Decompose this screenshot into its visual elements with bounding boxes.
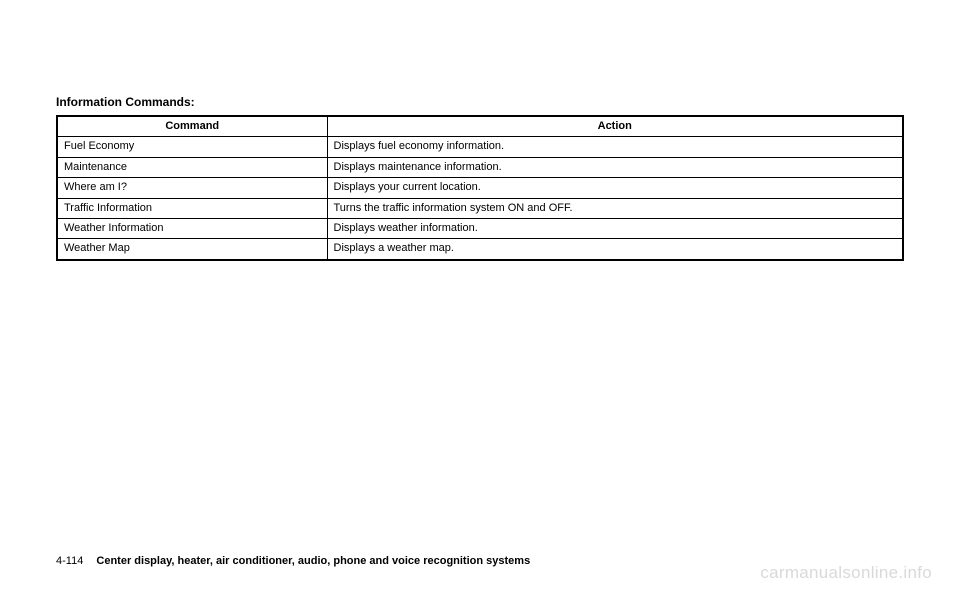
table-row: Weather Information Displays weather inf… (57, 218, 903, 238)
table-header-action: Action (327, 116, 903, 137)
table-cell-command: Weather Map (57, 239, 327, 260)
table-cell-command: Maintenance (57, 157, 327, 177)
table-cell-action: Displays fuel economy information. (327, 137, 903, 157)
page-footer: 4-114 Center display, heater, air condit… (56, 555, 530, 567)
table-row: Weather Map Displays a weather map. (57, 239, 903, 260)
table-header-command: Command (57, 116, 327, 137)
table-cell-action: Displays maintenance information. (327, 157, 903, 177)
table-cell-command: Fuel Economy (57, 137, 327, 157)
table-cell-command: Traffic Information (57, 198, 327, 218)
table-header-row: Command Action (57, 116, 903, 137)
table-cell-action: Displays your current location. (327, 178, 903, 198)
table-row: Traffic Information Turns the traffic in… (57, 198, 903, 218)
section-title: Information Commands: (56, 95, 904, 109)
table-row: Maintenance Displays maintenance informa… (57, 157, 903, 177)
table-cell-command: Weather Information (57, 218, 327, 238)
chapter-title: Center display, heater, air conditioner,… (96, 555, 530, 567)
table-cell-command: Where am I? (57, 178, 327, 198)
table-cell-action: Displays weather information. (327, 218, 903, 238)
table-cell-action: Turns the traffic information system ON … (327, 198, 903, 218)
page-number: 4-114 (56, 555, 83, 567)
watermark: carmanualsonline.info (760, 563, 932, 583)
commands-table: Command Action Fuel Economy Displays fue… (56, 115, 904, 261)
table-cell-action: Displays a weather map. (327, 239, 903, 260)
table-row: Fuel Economy Displays fuel economy infor… (57, 137, 903, 157)
table-row: Where am I? Displays your current locati… (57, 178, 903, 198)
